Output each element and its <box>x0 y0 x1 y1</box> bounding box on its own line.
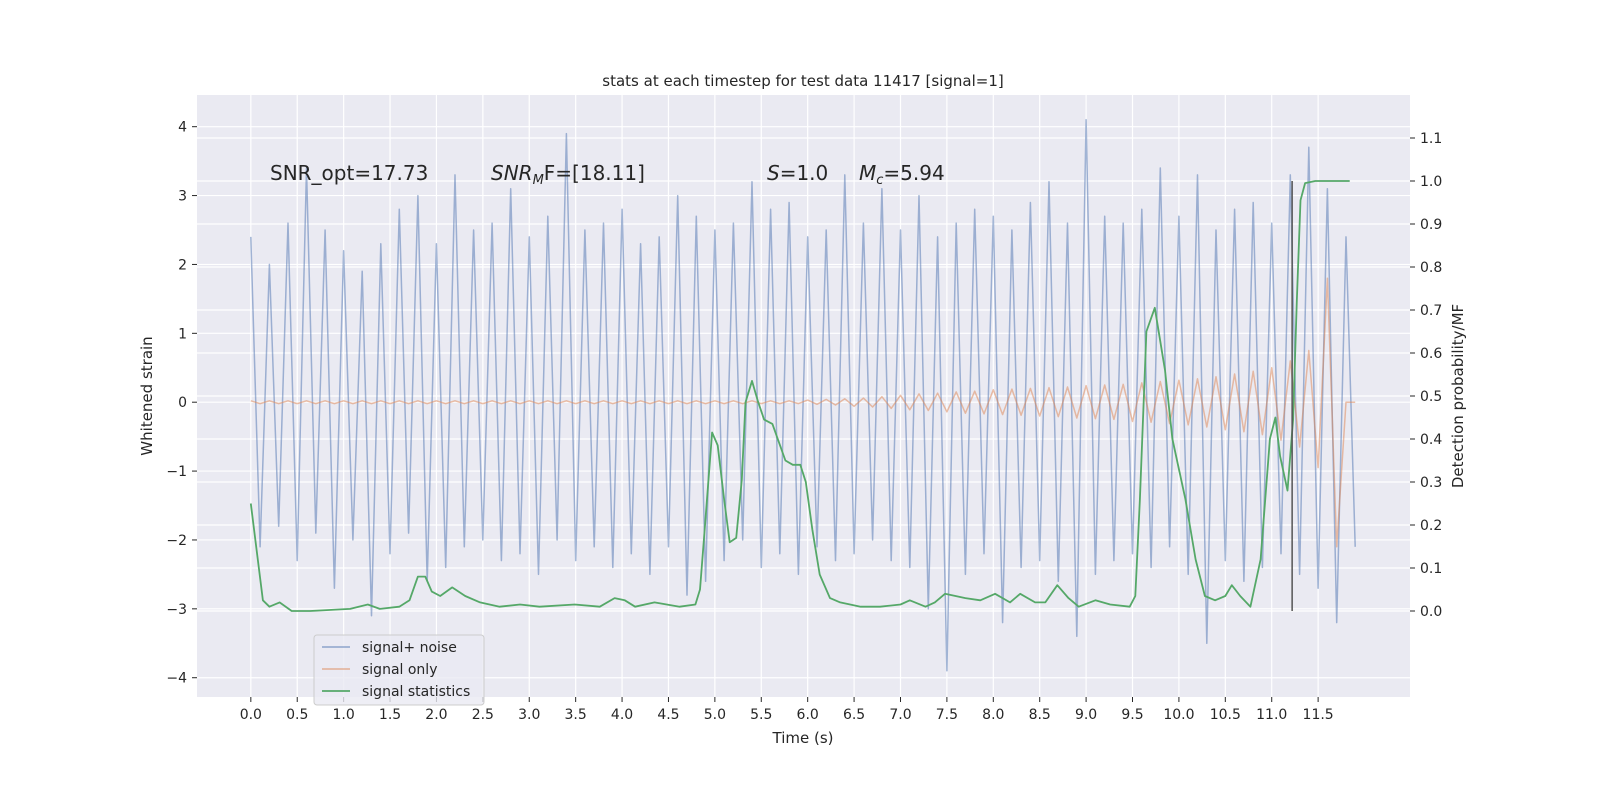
y2-axis-label: Detection probability/MF <box>1449 304 1467 488</box>
legend-label: signal only <box>362 662 437 678</box>
y-tick-label: −3 <box>166 602 187 618</box>
x-tick-label: 0.0 <box>240 707 262 723</box>
annotation-part: c <box>876 173 883 188</box>
y2-tick-label: 0.8 <box>1420 260 1442 276</box>
y2-tick-label: 0.0 <box>1420 604 1442 620</box>
x-tick-label: 3.0 <box>518 707 540 723</box>
x-tick-label: 8.0 <box>982 707 1004 723</box>
annotation-part: =5.94 <box>883 161 944 185</box>
x-tick-label: 7.0 <box>889 707 911 723</box>
y2-tick-label: 0.4 <box>1420 432 1442 448</box>
annotation-part: SNR_opt=17.73 <box>270 161 428 185</box>
y2-tick-label: 1.0 <box>1420 174 1442 190</box>
annotation: Mc=5.94 <box>859 161 945 188</box>
annotation: S=1.0 <box>767 161 828 185</box>
x-tick-label: 4.5 <box>657 707 679 723</box>
annotation-part: M <box>533 173 544 188</box>
series-line <box>250 119 1356 672</box>
x-axis-label: Time (s) <box>772 729 834 747</box>
series-line <box>250 277 1356 548</box>
x-tick-label: 9.0 <box>1075 707 1097 723</box>
chart-title: stats at each timestep for test data 114… <box>602 72 1003 90</box>
y-tick-label: 3 <box>178 189 187 205</box>
annotation-part: =1.0 <box>780 161 829 185</box>
y-axis-label: Whitened strain <box>138 336 156 455</box>
x-tick-label: 10.0 <box>1163 707 1194 723</box>
series-line <box>249 180 1350 612</box>
annotation-part: F=[18.11] <box>544 161 645 185</box>
y-tick-label: −2 <box>166 533 187 549</box>
annotation: SNRMF=[18.11] <box>491 161 645 188</box>
x-tick-label: 11.0 <box>1256 707 1287 723</box>
y2-tick-label: 0.3 <box>1420 475 1442 491</box>
annotation: SNR_opt=17.73 <box>270 161 428 185</box>
x-tick-label: 3.5 <box>565 707 587 723</box>
y2-tick-label: 0.1 <box>1420 561 1442 577</box>
x-tick-label: 6.0 <box>797 707 819 723</box>
x-tick-label: 6.5 <box>843 707 865 723</box>
y2-tick-label: 0.9 <box>1420 217 1442 233</box>
x-tick-label: 4.0 <box>611 707 633 723</box>
x-tick-label: 5.0 <box>704 707 726 723</box>
y2-tick-label: 0.2 <box>1420 518 1442 534</box>
y2-tick-label: 0.7 <box>1420 303 1442 319</box>
x-tick-label: 10.5 <box>1210 707 1241 723</box>
x-tick-label: 1.0 <box>333 707 355 723</box>
y-tick-label: 2 <box>178 257 187 273</box>
annotation-part: SNR <box>491 161 533 185</box>
x-tick-label: 7.5 <box>936 707 958 723</box>
marks <box>249 119 1356 672</box>
y2-tick-label: 0.6 <box>1420 346 1442 362</box>
x-tick-label: 0.5 <box>286 707 308 723</box>
y2-tick-label: 0.5 <box>1420 389 1442 405</box>
y-tick-label: 4 <box>178 120 187 136</box>
legend: signal+ noise signal only signal statistic… <box>313 634 485 706</box>
y-tick-label: 0 <box>178 395 187 411</box>
x-tick-label: 8.5 <box>1029 707 1051 723</box>
x-tick-label: 5.5 <box>750 707 772 723</box>
y-tick-label: 1 <box>178 326 187 342</box>
annotations: SNR_opt=17.73 SNRMF=[18.11] S=1.0 Mc=5.94 <box>270 161 945 188</box>
x-tick-label: 11.5 <box>1303 707 1334 723</box>
legend-label: signal+ noise <box>362 640 457 656</box>
axes: 0.0 0.5 1.0 1.5 2.0 2.5 3.0 3.5 4.0 4.5 5.0 5.5 6.0 6… <box>166 120 1442 723</box>
x-tick-label: 2.5 <box>472 707 494 723</box>
x-tick-label: 2.0 <box>425 707 447 723</box>
legend-label: signal statistics <box>362 684 470 700</box>
y-tick-label: −1 <box>166 464 187 480</box>
annotation-part: S <box>767 161 780 185</box>
y-tick-label: −4 <box>166 671 187 687</box>
x-tick-label: 1.5 <box>379 707 401 723</box>
legend-box <box>313 634 485 706</box>
annotation-part: M <box>859 161 876 185</box>
y2-tick-label: 1.1 <box>1420 131 1442 147</box>
x-tick-label: 9.5 <box>1121 707 1143 723</box>
